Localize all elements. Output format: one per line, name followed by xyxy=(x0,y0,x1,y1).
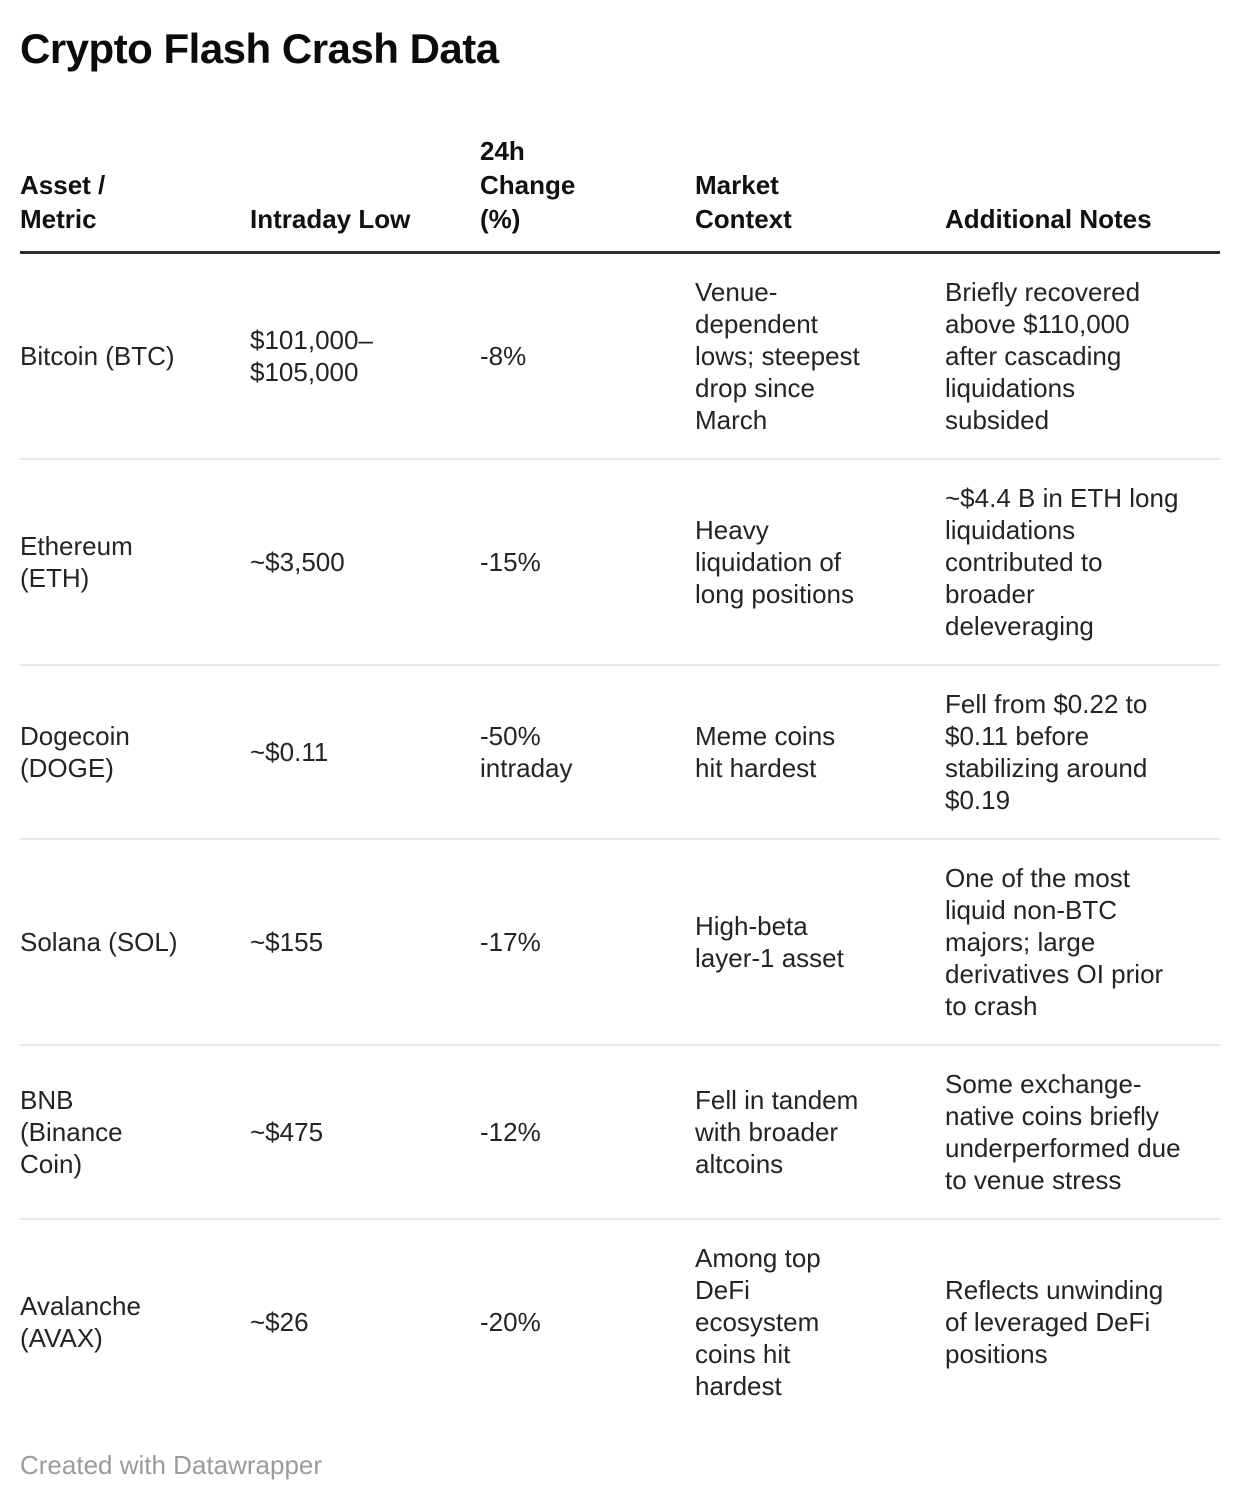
cell-intraday-low: ~$3,500 xyxy=(250,547,345,578)
cell-24h-change: -17% xyxy=(480,927,541,958)
column-header-intraday-low: Intraday Low xyxy=(250,204,411,235)
column-header-market-context: Market Context xyxy=(695,170,792,235)
cell-asset: Avalanche (AVAX) xyxy=(20,1291,141,1354)
cell-market-context: Fell in tandem with broader altcoins xyxy=(695,1085,859,1180)
cell-asset: Ethereum (ETH) xyxy=(20,531,133,594)
cell-intraday-low: ~$155 xyxy=(250,927,324,958)
cell-additional-notes: ~$4.4 B in ETH long liquidations contrib… xyxy=(945,483,1179,642)
cell-intraday-low: ~$475 xyxy=(250,1117,324,1148)
cell-additional-notes: Fell from $0.22 to $0.11 before stabiliz… xyxy=(945,689,1148,816)
table-row-dogecoin: Dogecoin (DOGE) ~$0.11 -50% intraday Mem… xyxy=(20,665,1220,840)
cell-additional-notes: Reflects unwinding of leveraged DeFi pos… xyxy=(945,1275,1164,1370)
table-row-bitcoin: Bitcoin (BTC) $101,000– $105,000 -8% Ven… xyxy=(20,253,1220,460)
cell-intraday-low: $101,000– $105,000 xyxy=(250,325,373,388)
cell-asset: Solana (SOL) xyxy=(20,927,178,958)
cell-additional-notes: One of the most liquid non-BTC majors; l… xyxy=(945,863,1164,1022)
column-header-additional-notes: Additional Notes xyxy=(945,204,1152,235)
cell-asset: Dogecoin (DOGE) xyxy=(20,721,130,784)
cell-24h-change: -20% xyxy=(480,1307,541,1338)
cell-additional-notes: Briefly recovered above $110,000 after c… xyxy=(945,277,1141,436)
page-title: Crypto Flash Crash Data xyxy=(20,25,499,72)
column-header-24h-change: 24h Change (%) xyxy=(480,136,576,235)
table-row-avalanche: Avalanche (AVAX) ~$26 -20% Among top DeF… xyxy=(20,1219,1220,1424)
datawrapper-credit-link[interactable]: Created with Datawrapper xyxy=(20,1450,323,1481)
table-header: Asset / Metric Intraday Low 24h Change (… xyxy=(20,134,1220,253)
table-body: Bitcoin (BTC) $101,000– $105,000 -8% Ven… xyxy=(20,253,1220,1425)
cell-intraday-low: ~$26 xyxy=(250,1307,309,1338)
crypto-flash-crash-table: Asset / Metric Intraday Low 24h Change (… xyxy=(20,134,1220,1424)
cell-market-context: Heavy liquidation of long positions xyxy=(695,515,854,610)
cell-additional-notes: Some exchange- native coins briefly unde… xyxy=(945,1069,1181,1196)
table-row-solana: Solana (SOL) ~$155 -17% High-beta layer-… xyxy=(20,839,1220,1046)
table-row-ethereum: Ethereum (ETH) ~$3,500 -15% Heavy liquid… xyxy=(20,459,1220,666)
cell-24h-change: -8% xyxy=(480,341,527,372)
cell-intraday-low: ~$0.11 xyxy=(250,737,329,768)
cell-market-context: Meme coins hit hardest xyxy=(695,721,836,784)
cell-24h-change: -12% xyxy=(480,1117,541,1148)
cell-24h-change: -15% xyxy=(480,547,541,578)
cell-market-context: Among top DeFi ecosystem coins hit harde… xyxy=(695,1243,821,1402)
datawrapper-credit: Created with Datawrapper xyxy=(20,1450,1220,1480)
table-row-bnb: BNB (Binance Coin) ~$475 -12% Fell in ta… xyxy=(20,1045,1220,1220)
cell-asset: Bitcoin (BTC) xyxy=(20,341,175,372)
cell-market-context: Venue- dependent lows; steepest drop sin… xyxy=(695,277,860,436)
cell-24h-change: -50% intraday xyxy=(480,721,573,784)
header-row: Asset / Metric Intraday Low 24h Change (… xyxy=(20,134,1220,253)
cell-market-context: High-beta layer-1 asset xyxy=(695,911,844,974)
column-header-asset-metric: Asset / Metric xyxy=(20,170,106,235)
cell-asset: BNB (Binance Coin) xyxy=(20,1085,123,1180)
